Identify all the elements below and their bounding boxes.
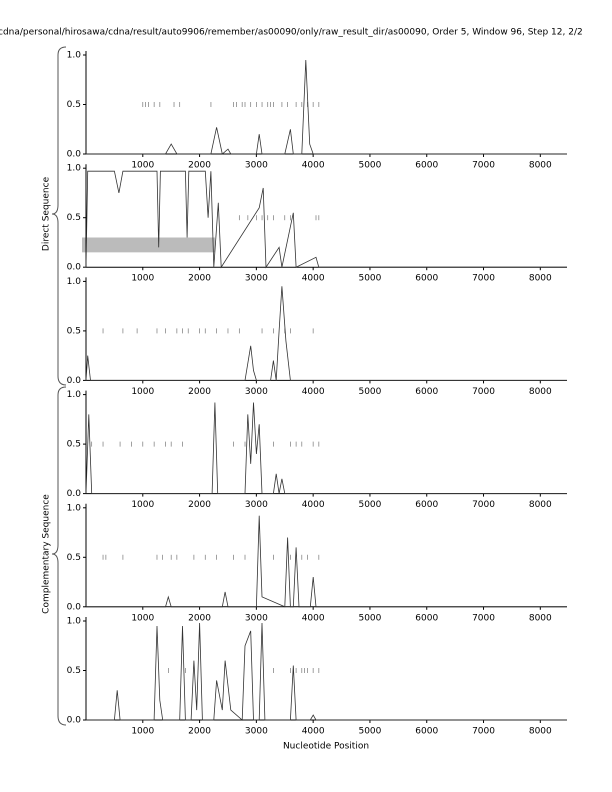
data-line <box>86 515 567 608</box>
x-tick-label: 7000 <box>472 161 495 171</box>
x-tick-label: 4000 <box>302 274 325 284</box>
x-tick-label: 6000 <box>415 387 438 397</box>
y-tick-label: 0.5 <box>67 440 81 450</box>
y-tick-label: 0.0 <box>67 489 82 499</box>
y-tick-label: 0.5 <box>67 553 81 563</box>
x-tick-label: 6000 <box>415 613 438 623</box>
data-line <box>85 286 567 381</box>
x-tick-label: 7000 <box>472 613 495 623</box>
y-tick-label: 1.0 <box>67 503 82 513</box>
x-tick-label: 4000 <box>302 727 325 737</box>
x-tick-label: 5000 <box>358 727 381 737</box>
x-tick-label: 2000 <box>188 500 211 510</box>
x-tick-label: 8000 <box>529 387 552 397</box>
x-tick-label: 7000 <box>472 727 495 737</box>
x-tick-label: 1000 <box>131 161 154 171</box>
x-tick-label: 5000 <box>358 613 381 623</box>
y-tick-label: 0.0 <box>67 150 82 160</box>
y-tick-label: 1.0 <box>67 277 82 287</box>
group-label: Direct Sequence <box>42 176 52 251</box>
data-line <box>86 622 567 721</box>
x-tick-label: 8000 <box>529 274 552 284</box>
y-tick-label: 0.5 <box>67 213 81 223</box>
bracket <box>51 386 67 726</box>
x-tick-label: 4000 <box>302 500 325 510</box>
y-tick-label: 0.0 <box>67 602 82 612</box>
x-tick-label: 6000 <box>415 274 438 284</box>
x-tick-label: 8000 <box>529 161 552 171</box>
y-tick-label: 0.0 <box>67 263 82 273</box>
bracket <box>51 46 67 386</box>
x-tick-label: 2000 <box>188 161 211 171</box>
x-tick-label: 8000 <box>529 613 552 623</box>
y-tick-label: 1.0 <box>67 617 82 627</box>
x-tick-label: 1000 <box>131 274 154 284</box>
chart-title: cdna/personal/hirosawa/cdna/result/auto9… <box>0 28 583 38</box>
data-line <box>85 170 567 269</box>
x-tick-label: 3000 <box>245 613 268 623</box>
x-tick-label: 3000 <box>245 727 268 737</box>
x-tick-label: 1000 <box>131 387 154 397</box>
y-tick-label: 0.5 <box>67 666 81 676</box>
highlight-region <box>82 237 215 253</box>
x-tick-label: 2000 <box>188 274 211 284</box>
x-tick-label: 6000 <box>415 161 438 171</box>
x-tick-label: 3000 <box>245 274 268 284</box>
x-tick-label: 8000 <box>529 727 552 737</box>
y-tick-label: 1.0 <box>67 390 82 400</box>
x-tick-label: 5000 <box>358 387 381 397</box>
x-tick-label: 6000 <box>415 500 438 510</box>
x-tick-label: 3000 <box>245 161 268 171</box>
y-tick-label: 1.0 <box>67 51 82 61</box>
y-tick-label: 0.5 <box>67 100 81 110</box>
x-tick-label: 1000 <box>131 500 154 510</box>
x-tick-label: 7000 <box>472 500 495 510</box>
x-tick-label: 7000 <box>472 274 495 284</box>
x-tick-label: 3000 <box>245 387 268 397</box>
y-tick-label: 0.5 <box>67 326 81 336</box>
x-tick-label: 5000 <box>358 161 381 171</box>
x-tick-label: 4000 <box>302 161 325 171</box>
data-line <box>85 402 567 494</box>
y-tick-label: 1.0 <box>67 164 82 174</box>
x-tick-label: 7000 <box>472 387 495 397</box>
x-tick-label: 8000 <box>529 500 552 510</box>
x-tick-label: 1000 <box>131 727 154 737</box>
group-label: Complementary Sequence <box>42 494 52 614</box>
y-tick-label: 0.0 <box>67 716 82 726</box>
x-axis-label: Nucleotide Position <box>283 742 369 752</box>
data-line <box>86 59 567 155</box>
x-tick-label: 2000 <box>188 727 211 737</box>
x-tick-label: 2000 <box>188 613 211 623</box>
x-tick-label: 5000 <box>358 500 381 510</box>
x-tick-label: 4000 <box>302 613 325 623</box>
x-tick-label: 5000 <box>358 274 381 284</box>
x-tick-label: 6000 <box>415 727 438 737</box>
x-tick-label: 3000 <box>245 500 268 510</box>
x-tick-label: 4000 <box>302 387 325 397</box>
x-tick-label: 2000 <box>188 387 211 397</box>
y-tick-label: 0.0 <box>67 376 82 386</box>
x-tick-label: 1000 <box>131 613 154 623</box>
